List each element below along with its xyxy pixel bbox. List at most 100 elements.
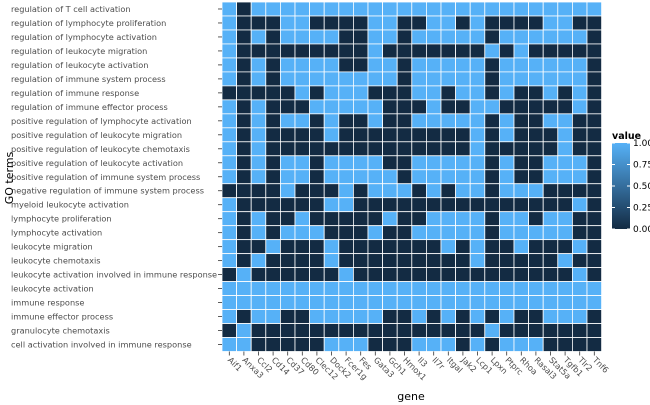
heatmap-cell (469, 337, 486, 352)
x-tick-label: Jak2 (459, 354, 479, 374)
heatmap-cell (221, 183, 238, 199)
heatmap-cell (250, 281, 267, 296)
heatmap-cell (367, 127, 384, 143)
heatmap-cell (309, 141, 325, 157)
heatmap-cell (396, 113, 413, 129)
y-tick-label: regulation of lymphocyte proliferation (11, 18, 166, 28)
heatmap-cell (425, 141, 442, 157)
heatmap-cell (411, 239, 427, 255)
heatmap-cell (396, 85, 413, 101)
heatmap-cell (309, 155, 325, 171)
y-tick-label: negative regulation of immune system pro… (11, 186, 204, 196)
heatmap-cell (440, 211, 457, 227)
heatmap-cell (294, 57, 311, 73)
heatmap-cell (309, 295, 325, 310)
heatmap-cell (367, 141, 384, 157)
heatmap-cell (425, 211, 442, 227)
heatmap-cell (498, 1, 515, 17)
heatmap-cell (382, 183, 398, 199)
heatmap-cell (572, 295, 588, 310)
heatmap-cell (542, 253, 559, 269)
heatmap-cell (557, 197, 573, 213)
heatmap-cell (396, 323, 413, 338)
heatmap-cell (557, 267, 573, 282)
heatmap-cell (338, 309, 354, 324)
y-tick-label: regulation of immune response (11, 88, 139, 98)
heatmap-cell (294, 85, 311, 101)
heatmap-cell (557, 323, 573, 338)
heatmap-cell (323, 211, 340, 227)
heatmap-cell (338, 183, 354, 199)
heatmap-cell (294, 127, 311, 143)
heatmap-cell (309, 267, 325, 282)
heatmap-cell (221, 141, 238, 157)
heatmap-cell (382, 15, 398, 31)
heatmap-cell (411, 281, 427, 296)
heatmap-cell (352, 337, 369, 352)
heatmap-cell (425, 155, 442, 171)
heatmap-cell (250, 57, 267, 73)
heatmap-cell (586, 141, 603, 157)
heatmap-cell (586, 85, 603, 101)
heatmap-cell (513, 1, 530, 17)
heatmap-cell (440, 225, 457, 241)
heatmap-cell (221, 253, 238, 269)
heatmap-cell (498, 253, 515, 269)
heatmap-cell (484, 337, 500, 352)
heatmap-cell (528, 267, 544, 282)
heatmap-cell (425, 127, 442, 143)
heatmap-cell (440, 239, 457, 255)
heatmap-cell (221, 113, 238, 129)
heatmap-cell (484, 183, 500, 199)
heatmap-cell (279, 225, 296, 241)
heatmap-cell (265, 267, 281, 282)
heatmap-cell (542, 127, 559, 143)
heatmap-cell (469, 15, 486, 31)
heatmap-cell (513, 71, 530, 87)
heatmap-cell (309, 57, 325, 73)
heatmap-cell (294, 253, 311, 269)
heatmap-cell (586, 337, 603, 352)
heatmap-cell (352, 127, 369, 143)
heatmap-cell (542, 225, 559, 241)
heatmap-cell (323, 1, 340, 17)
heatmap-cell (455, 141, 471, 157)
heatmap-cell (513, 15, 530, 31)
heatmap-cell (411, 15, 427, 31)
heatmap-cell (455, 99, 471, 115)
heatmap-cell (309, 85, 325, 101)
heatmap-cell (279, 309, 296, 324)
heatmap-cell (236, 43, 252, 59)
heatmap-cell (396, 99, 413, 115)
heatmap-cell (250, 225, 267, 241)
heatmap-cell (236, 197, 252, 213)
heatmap-cell (455, 225, 471, 241)
heatmap-cell (411, 29, 427, 45)
heatmap-cell (294, 43, 311, 59)
heatmap-cell (572, 169, 588, 185)
heatmap-cell (469, 197, 486, 213)
heatmap-cell (425, 113, 442, 129)
heatmap-cell (309, 1, 325, 17)
heatmap-cell (498, 155, 515, 171)
heatmap-cell (528, 43, 544, 59)
heatmap-cell (250, 155, 267, 171)
heatmap-cell (352, 43, 369, 59)
heatmap-cell (396, 57, 413, 73)
heatmap-cell (309, 127, 325, 143)
heatmap-cell (221, 29, 238, 45)
heatmap-cell (469, 1, 486, 17)
heatmap-cell (469, 309, 486, 324)
heatmap-cell (528, 211, 544, 227)
heatmap-cell (367, 43, 384, 59)
heatmap-cell (440, 295, 457, 310)
heatmap-cell (440, 323, 457, 338)
heatmap-cell (236, 155, 252, 171)
heatmap-cell (367, 1, 384, 17)
heatmap-cell (586, 155, 603, 171)
heatmap-cell (557, 127, 573, 143)
heatmap-cell (440, 155, 457, 171)
heatmap-cell (440, 15, 457, 31)
heatmap-cell (352, 29, 369, 45)
